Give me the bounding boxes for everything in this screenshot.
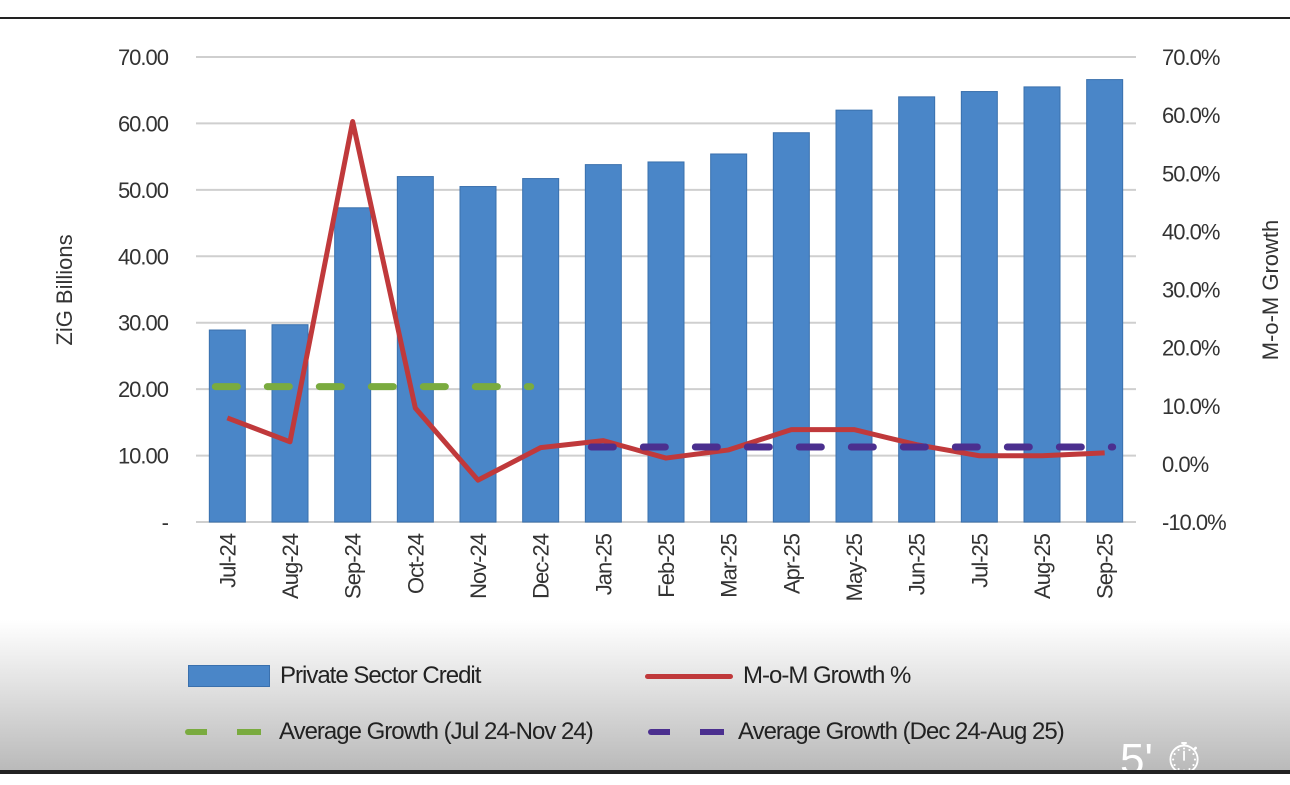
bottom-border (0, 770, 1290, 774)
y2-tick-label: 60.0% (1162, 103, 1220, 128)
bar (898, 96, 936, 523)
x-tick-label: Sep-25 (1093, 533, 1118, 599)
stopwatch-icon: ⏱ (1166, 735, 1202, 784)
x-tick-label: Jul-24 (215, 533, 240, 588)
y2-tick-label: 70.0% (1162, 45, 1220, 70)
bar (271, 324, 309, 523)
x-tick-label: Mar-25 (717, 533, 742, 597)
top-border (0, 17, 1290, 19)
x-tick-label: Aug-24 (278, 533, 303, 599)
bar (647, 161, 685, 523)
y-tick-label: 60.00 (118, 111, 169, 136)
legend-label: Average Growth (Dec 24-Aug 25) (738, 718, 1065, 745)
y2-tick-label: 10.0% (1162, 394, 1220, 419)
x-tick-label: Apr-25 (779, 533, 804, 594)
series-line (226, 119, 1105, 483)
legend-label: M-o-M Growth % (743, 662, 911, 689)
legend-item-avg-growth-1: Average Growth (Jul 24-Nov 24) (185, 718, 594, 746)
y2-tick-label: 30.0% (1162, 278, 1220, 303)
bar (710, 153, 748, 523)
bar (1086, 79, 1124, 523)
legend-swatch-dash (648, 729, 728, 735)
bar (835, 109, 873, 523)
legend-item-avg-growth-2: Average Growth (Dec 24-Aug 25) (648, 718, 1065, 746)
bar (772, 132, 810, 523)
y-tick-label: 40.00 (118, 244, 169, 269)
x-tick-label: Feb-25 (654, 533, 679, 597)
legend-swatch-dash (185, 729, 269, 735)
bar (208, 329, 246, 523)
y-tick-label: - (162, 510, 169, 535)
timer-text: 5' (1120, 735, 1153, 784)
y-tick-label: 20.00 (118, 377, 169, 402)
x-tick-label: Nov-24 (466, 533, 491, 599)
legend-swatch-line (645, 673, 733, 679)
legend-item-private-sector-credit: Private Sector Credit (188, 662, 481, 690)
y2-tick-label: 50.0% (1162, 161, 1220, 186)
y-axis-label: ZiG Billions (52, 234, 77, 345)
bar (334, 207, 372, 523)
y2-axis-label: M-o-M Growth (1258, 220, 1283, 361)
y-tick-label: 30.00 (118, 311, 169, 336)
y-tick-label: 50.00 (118, 178, 169, 203)
x-tick-label: Aug-25 (1030, 533, 1055, 599)
bar (1023, 86, 1061, 523)
legend-item-mom-growth: M-o-M Growth % (645, 662, 911, 690)
y2-tick-label: 20.0% (1162, 336, 1220, 361)
x-tick-label: Oct-24 (403, 533, 428, 594)
y-tick-label: 70.00 (118, 45, 169, 70)
x-tick-label: Sep-24 (341, 533, 366, 599)
legend-label: Private Sector Credit (280, 662, 481, 689)
y2-tick-label: 0.0% (1162, 452, 1209, 477)
x-tick-label: Dec-24 (529, 533, 554, 599)
bar (522, 178, 560, 523)
legend-swatch-bar (188, 665, 270, 687)
x-tick-label: Jun-25 (905, 533, 930, 595)
y2-tick-label: 40.0% (1162, 219, 1220, 244)
bar (584, 164, 622, 523)
y2-tick-label: -10.0% (1162, 510, 1226, 535)
video-timer[interactable]: 5' ⏱ (1120, 735, 1201, 785)
x-tick-label: Jan-25 (591, 533, 616, 595)
y-tick-label: 10.00 (118, 444, 169, 469)
legend-label: Average Growth (Jul 24-Nov 24) (279, 718, 594, 745)
x-tick-label: Jul-25 (967, 533, 992, 588)
x-tick-label: May-25 (842, 533, 867, 601)
